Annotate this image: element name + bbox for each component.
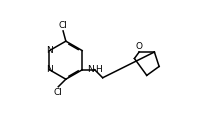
Text: H: H	[95, 65, 102, 74]
Text: N: N	[46, 65, 53, 74]
Text: N: N	[46, 46, 53, 55]
Text: O: O	[136, 42, 143, 51]
Text: Cl: Cl	[53, 88, 62, 97]
Text: N: N	[87, 65, 94, 74]
Text: Cl: Cl	[59, 21, 68, 30]
